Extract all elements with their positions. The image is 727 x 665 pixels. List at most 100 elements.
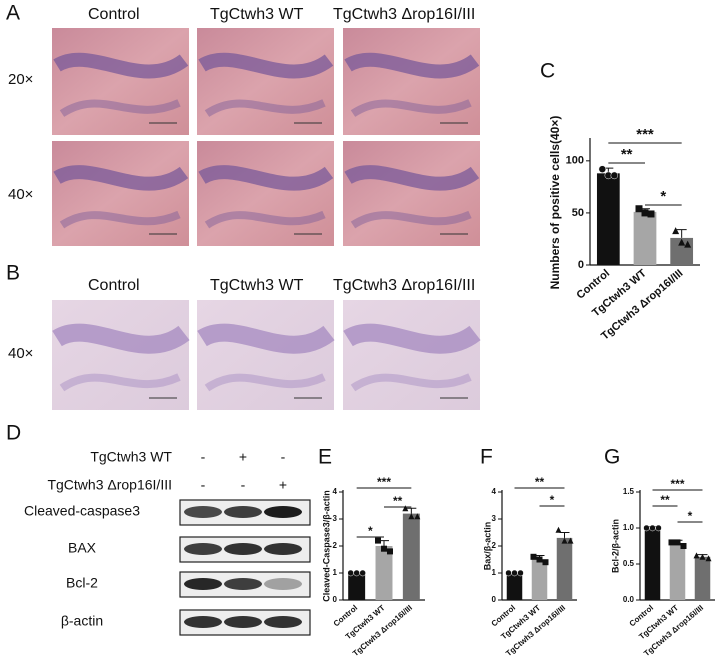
condition-label: TgCtwh3 WT [90,449,172,465]
y-tick-label: 50 [572,207,584,219]
y-tick-label: 1 [333,568,338,577]
blot-band [224,543,262,555]
significance-label: *** [670,477,684,491]
y-tick-label: 1.5 [623,487,635,496]
blot-band [184,578,222,590]
data-point [536,556,543,563]
blot-band [224,578,262,590]
data-point [381,545,387,552]
blot-band [184,616,222,628]
blot-band [184,543,222,555]
y-tick-label: 0 [578,259,584,271]
blot-band [264,616,302,628]
blot-band [224,506,262,518]
significance-label: * [368,524,373,538]
y-tick-label: 0 [492,595,497,604]
significance-label: * [660,188,666,205]
cell-layer [350,373,472,392]
cell-layer [204,373,326,392]
condition-sign: - [241,477,246,493]
data-point [505,569,512,577]
cell-layer [53,52,189,79]
data-point [649,524,656,532]
significance-label: * [688,509,693,523]
data-point [643,524,650,532]
column-header: TgCtwh3 WT [210,6,304,23]
data-point [680,543,687,549]
row-label: 40× [8,345,33,362]
protein-label: β-actin [61,613,103,629]
cell-layer [197,323,335,354]
data-point [408,513,415,520]
column-header: Control [88,6,140,23]
data-point [530,553,537,560]
y-axis-label: Bax/β-actin [482,522,492,571]
condition-label: TgCtwh3 Δrop16I/III [47,477,172,493]
data-point [678,238,686,246]
row-label: 20× [8,71,33,88]
he-image [52,28,189,135]
he-image [343,141,480,246]
y-tick-label: 3 [492,514,497,523]
bar [596,173,620,265]
cell-layer [59,210,181,229]
row-label: 40× [8,186,33,203]
y-axis-label: Numbers of positive cells(40×) [548,116,562,290]
data-point [347,569,354,577]
y-axis-label: Bcl-2/β-actin [610,519,620,573]
data-point [387,548,393,555]
ihc-image [52,300,189,410]
y-tick-label: 2 [333,541,338,550]
data-point [414,513,421,520]
cell-layer [204,210,326,229]
y-tick-label: 4 [333,487,338,496]
panel-label: C [540,60,555,83]
blot-band [184,506,222,518]
bar [531,559,548,600]
bar [633,211,657,265]
blot-band [264,506,302,518]
data-point [555,526,562,533]
cell-layer [350,99,472,118]
data-point [705,555,712,562]
y-tick-label: 100 [566,155,584,167]
ihc-image [343,300,480,410]
data-point [684,240,692,248]
protein-label: Bcl-2 [66,575,98,591]
data-point [655,524,662,532]
data-point [517,569,524,577]
bar [506,573,523,600]
cell-layer [53,165,189,191]
cell-layer [344,52,480,79]
bar [402,513,420,600]
bar [556,537,573,600]
data-point [511,569,518,577]
protein-label: BAX [68,540,97,556]
y-tick-label: 0.5 [623,559,635,568]
data-point [359,569,366,577]
data-point [674,539,681,546]
panel-label: E [318,446,332,469]
bar [644,528,661,600]
cell-layer [198,165,334,191]
bar [375,546,393,600]
column-header: TgCtwh3 Δrop16I/III [333,6,475,23]
column-header: TgCtwh3 Δrop16I/III [333,277,475,294]
significance-label: ** [393,494,403,508]
cell-layer [343,323,481,354]
data-point [598,165,607,173]
condition-sign: + [279,477,287,493]
y-tick-label: 0 [333,595,338,604]
significance-label: * [550,493,555,507]
cell-layer [344,165,480,191]
data-point [561,537,568,544]
y-tick-label: 2 [492,541,497,550]
he-image [343,28,480,135]
data-point [641,209,649,217]
condition-sign: - [201,477,206,493]
data-point [693,552,700,559]
column-header: TgCtwh3 WT [210,277,304,294]
data-point [610,171,619,180]
y-tick-label: 4 [492,487,497,496]
